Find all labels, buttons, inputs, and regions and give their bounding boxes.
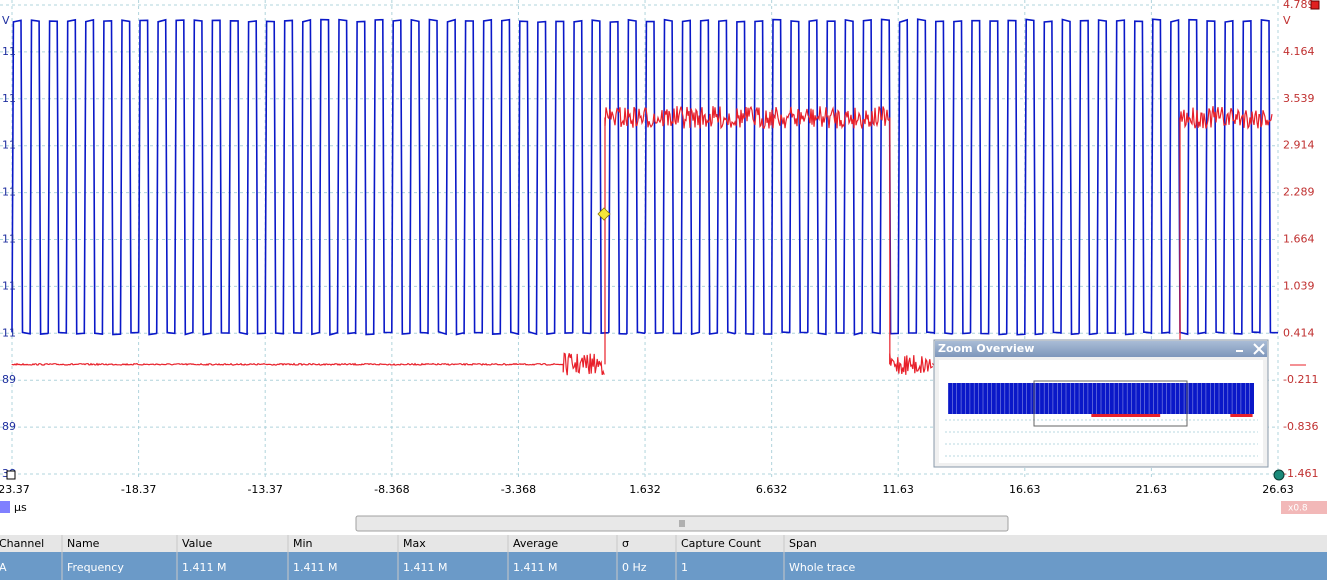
x-tick-label: -13.37 — [247, 483, 282, 496]
cell: A — [0, 561, 7, 574]
y-tick-label: 2.914 — [1283, 139, 1315, 152]
trace-segment — [1179, 106, 1273, 130]
left-tick-label: 89 — [2, 420, 16, 433]
trace-segment — [11, 362, 564, 367]
cell: Whole trace — [789, 561, 856, 574]
trace-segment — [604, 105, 890, 130]
x-tick-label: 16.63 — [1009, 483, 1041, 496]
cell: 1.411 M — [403, 561, 447, 574]
cell: 0 Hz — [622, 561, 647, 574]
x-tick-label: -23.37 — [0, 483, 30, 496]
table-row[interactable] — [0, 552, 1327, 580]
column-header: Name — [67, 537, 100, 550]
window-titlebar — [935, 341, 1267, 357]
close-button[interactable] — [1253, 343, 1265, 355]
cell: 1.411 M — [182, 561, 226, 574]
y-tick-label: 1.039 — [1283, 279, 1315, 292]
column-header: Max — [403, 537, 426, 550]
ruler-handle-left[interactable] — [6, 470, 16, 480]
y-tick-label: -0.211 — [1283, 373, 1318, 386]
y-tick-label: 1.664 — [1283, 233, 1315, 246]
x-tick-label: 11.63 — [882, 483, 914, 496]
y-tick-label: -0.836 — [1283, 420, 1318, 433]
unit-swatch — [0, 501, 10, 513]
left-tick-label: 11 — [2, 45, 16, 58]
y-tick-label: 0.414 — [1283, 326, 1315, 339]
trigger-marker[interactable] — [597, 207, 611, 221]
column-header: Channel — [0, 537, 44, 550]
x-unit: µs — [14, 501, 27, 514]
left-tick-label: 11 — [2, 139, 16, 152]
x-tick-label: 21.63 — [1136, 483, 1168, 496]
column-header: σ — [622, 537, 629, 550]
left-tick-label: 11 — [2, 279, 16, 292]
column-header: Value — [182, 537, 212, 550]
x-tick-label: 26.63 — [1262, 483, 1294, 496]
x-tick-label: 1.632 — [629, 483, 661, 496]
y-unit: V — [1283, 14, 1291, 27]
trace-segment — [889, 353, 934, 375]
cell: 1 — [681, 561, 688, 574]
ruler-handle[interactable] — [1273, 469, 1285, 481]
zoom-factor-box[interactable] — [1281, 501, 1327, 514]
y-tick-label: 3.539 — [1283, 92, 1315, 105]
trace-segment — [562, 352, 605, 376]
left-tick-label: 11 — [2, 92, 16, 105]
overview-segment — [1091, 414, 1161, 417]
column-header: Average — [513, 537, 558, 550]
column-header: Span — [789, 537, 817, 550]
cell: 1.411 M — [513, 561, 557, 574]
left-tick-label: 89 — [2, 373, 16, 386]
y-tick-label: 4.164 — [1283, 45, 1315, 58]
overview-segment — [1230, 414, 1253, 417]
table-header — [0, 535, 1327, 552]
left-tick-label: 11 — [2, 326, 16, 339]
left-tick-label: V — [2, 14, 10, 27]
overview-edges — [947, 383, 1250, 414]
scroll-grip — [679, 520, 685, 527]
column-header: Capture Count — [681, 537, 762, 550]
left-tick-label: 11 — [2, 186, 16, 199]
window-title: Zoom Overview — [938, 342, 1034, 355]
zoom-region[interactable] — [1033, 380, 1188, 427]
x-tick-label: -3.368 — [501, 483, 536, 496]
x-tick-label: 6.632 — [756, 483, 788, 496]
x-tick-label: -18.37 — [121, 483, 156, 496]
left-tick-label: 11 — [2, 233, 16, 246]
cell: 1.411 M — [293, 561, 337, 574]
column-header: Min — [293, 537, 313, 550]
zoom-overview[interactable]: Zoom Overview — [933, 339, 1269, 468]
cell: Frequency — [67, 561, 124, 574]
x-tick-label: -8.368 — [374, 483, 409, 496]
trace-square — [11, 18, 1279, 336]
y-tick-label: -1.461 — [1283, 467, 1318, 480]
channel-b-marker[interactable] — [1310, 0, 1320, 10]
y-tick-label: 2.289 — [1283, 186, 1315, 199]
y-tick-label: 4.789 — [1283, 0, 1315, 11]
minimize-button[interactable] — [1236, 350, 1243, 352]
zoom-factor: x0.8 — [1288, 504, 1308, 514]
